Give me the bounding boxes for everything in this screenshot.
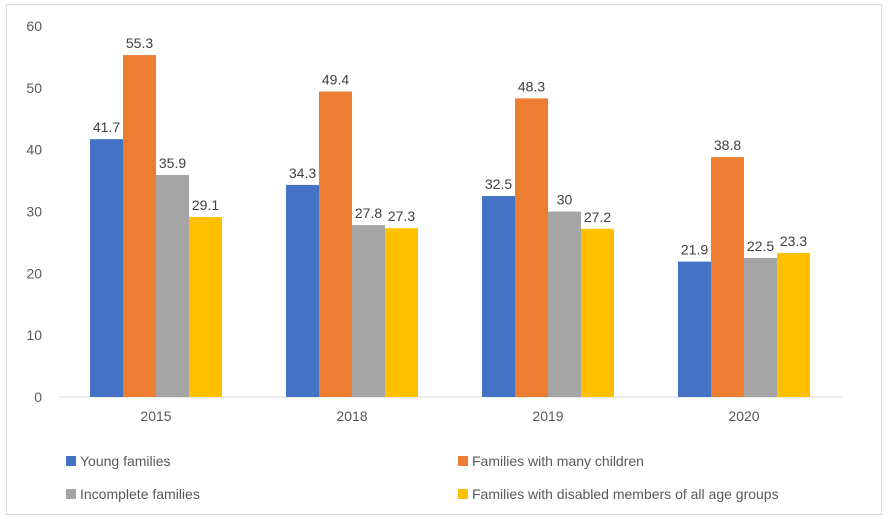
legend-item-young-families: Young families	[66, 453, 171, 469]
data-label: 38.8	[714, 137, 741, 153]
bar	[482, 196, 515, 397]
data-label: 27.2	[584, 209, 611, 225]
legend-swatch	[66, 456, 76, 466]
data-label: 55.3	[126, 35, 153, 51]
bar	[286, 184, 319, 397]
data-label: 30	[557, 192, 573, 208]
y-tick-label: 30	[26, 204, 42, 220]
legend-swatch	[458, 456, 468, 466]
data-label: 35.9	[159, 155, 186, 171]
data-label: 49.4	[322, 72, 349, 88]
bar	[777, 252, 810, 397]
bar	[581, 228, 614, 397]
y-tick-label: 10	[26, 327, 42, 343]
bar	[352, 225, 385, 397]
data-label: 48.3	[518, 78, 545, 94]
bar	[678, 261, 711, 397]
data-label: 41.7	[93, 119, 120, 135]
legend-label: Incomplete families	[80, 486, 200, 502]
data-label: 23.3	[780, 233, 807, 249]
y-tick-label: 60	[26, 18, 42, 34]
data-label: 27.3	[388, 208, 415, 224]
y-tick-label: 50	[26, 80, 42, 96]
legend-item-disabled-members: Families with disabled members of all ag…	[458, 486, 779, 502]
y-tick-label: 40	[26, 142, 42, 158]
legend-label: Young families	[80, 453, 171, 469]
bar	[123, 55, 156, 397]
bar	[385, 228, 418, 397]
data-label: 29.1	[192, 197, 219, 213]
x-tick-label: 2018	[336, 408, 367, 424]
data-label: 22.5	[747, 238, 774, 254]
legend-swatch	[458, 489, 468, 499]
data-label: 27.8	[355, 205, 382, 221]
x-tick-label: 2015	[140, 408, 171, 424]
legend-item-incomplete-families: Incomplete families	[66, 486, 200, 502]
bar	[319, 91, 352, 397]
legend-swatch	[66, 489, 76, 499]
y-tick-label: 0	[34, 389, 42, 405]
data-label: 21.9	[681, 242, 708, 258]
bar	[189, 217, 222, 397]
bar	[711, 157, 744, 397]
legend-item-many-children: Families with many children	[458, 453, 644, 469]
bar	[548, 211, 581, 397]
bar	[156, 175, 189, 397]
data-label: 32.5	[485, 176, 512, 192]
bar	[744, 257, 777, 397]
bar	[90, 139, 123, 397]
legend-label: Families with many children	[472, 453, 644, 469]
legend-label: Families with disabled members of all ag…	[472, 486, 779, 502]
x-tick-label: 2019	[532, 408, 563, 424]
x-tick-label: 2020	[728, 408, 759, 424]
bar	[515, 98, 548, 397]
y-tick-label: 20	[26, 265, 42, 281]
data-label: 34.3	[289, 165, 316, 181]
